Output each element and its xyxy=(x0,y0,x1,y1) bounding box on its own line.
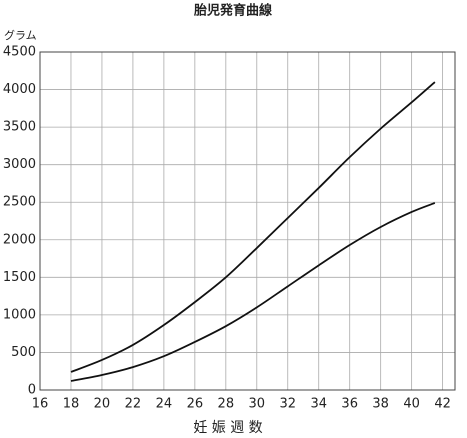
x-tick-label: 26 xyxy=(187,397,204,412)
line-series xyxy=(70,202,436,382)
x-tick-label: 22 xyxy=(125,397,142,412)
y-tick-label: 1500 xyxy=(3,270,36,285)
y-axis-label: グラム xyxy=(4,28,37,42)
x-tick-label: 28 xyxy=(218,397,235,412)
x-tick-label: 36 xyxy=(341,397,358,412)
y-tick-label: 1000 xyxy=(3,307,36,322)
y-tick-label: 4000 xyxy=(3,82,36,97)
y-tick-label: 2500 xyxy=(3,195,36,210)
x-axis-label: 妊 娠 週 数 xyxy=(193,420,262,436)
x-tick-label: 20 xyxy=(94,397,111,412)
y-tick-label: 2000 xyxy=(3,232,36,247)
x-tick-label: 18 xyxy=(63,397,80,412)
x-tick-label: 16 xyxy=(32,397,49,412)
x-tick-label: 30 xyxy=(249,397,266,412)
plot-frame xyxy=(39,51,456,391)
y-tick-label: 4500 xyxy=(3,45,36,60)
line-series xyxy=(70,81,436,373)
x-tick-label: 32 xyxy=(279,397,296,412)
y-tick-label: 3500 xyxy=(3,120,36,135)
x-tick-label: 38 xyxy=(372,397,389,412)
x-tick-label: 42 xyxy=(434,397,451,412)
x-tick-label: 40 xyxy=(403,397,420,412)
chart-title: 胎児発育曲線 xyxy=(194,3,273,19)
y-tick-label: 500 xyxy=(11,345,36,360)
x-tick-label: 34 xyxy=(310,397,327,412)
y-tick-label: 0 xyxy=(28,383,36,398)
y-tick-label: 3000 xyxy=(3,157,36,172)
x-tick-label: 24 xyxy=(156,397,173,412)
